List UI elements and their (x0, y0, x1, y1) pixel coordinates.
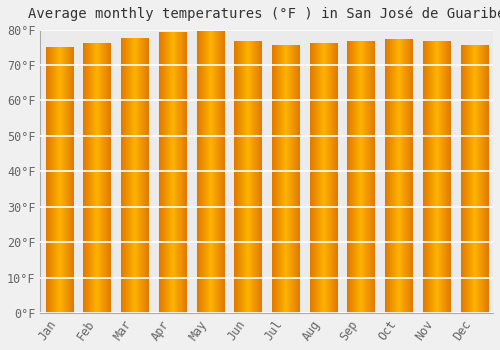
Title: Average monthly temperatures (°F ) in San José de Guaribe: Average monthly temperatures (°F ) in Sa… (28, 7, 500, 21)
